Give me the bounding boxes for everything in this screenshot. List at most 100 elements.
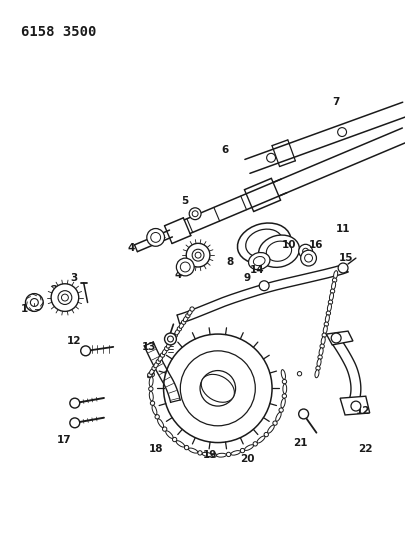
Ellipse shape — [202, 453, 212, 456]
Circle shape — [182, 320, 186, 325]
Circle shape — [58, 290, 72, 304]
Circle shape — [180, 351, 255, 426]
Text: 6: 6 — [221, 144, 228, 155]
Circle shape — [192, 249, 204, 261]
Text: 20: 20 — [240, 454, 255, 464]
Circle shape — [264, 432, 268, 437]
Ellipse shape — [171, 336, 175, 342]
Circle shape — [331, 333, 341, 343]
Ellipse shape — [281, 398, 285, 408]
Circle shape — [326, 311, 330, 316]
Circle shape — [155, 415, 160, 419]
Ellipse shape — [317, 359, 321, 367]
Circle shape — [322, 333, 326, 337]
Text: 13: 13 — [142, 342, 156, 352]
Circle shape — [192, 211, 198, 217]
Polygon shape — [340, 396, 370, 415]
Text: 21: 21 — [293, 438, 308, 448]
Text: 15: 15 — [339, 253, 353, 263]
Circle shape — [162, 427, 167, 431]
Ellipse shape — [321, 337, 325, 345]
Text: 18: 18 — [149, 445, 163, 455]
Text: 1: 1 — [21, 304, 28, 314]
Circle shape — [279, 408, 283, 412]
Text: 12: 12 — [355, 406, 370, 416]
Ellipse shape — [281, 369, 286, 379]
Circle shape — [25, 294, 43, 311]
Circle shape — [31, 298, 38, 306]
Circle shape — [333, 278, 337, 282]
Ellipse shape — [257, 436, 265, 443]
Circle shape — [226, 453, 231, 457]
Ellipse shape — [237, 223, 291, 264]
Ellipse shape — [188, 310, 192, 315]
Circle shape — [328, 300, 333, 304]
Circle shape — [338, 263, 348, 273]
Ellipse shape — [334, 271, 338, 279]
Circle shape — [299, 409, 308, 419]
Ellipse shape — [176, 441, 185, 447]
Circle shape — [303, 248, 308, 254]
Ellipse shape — [319, 348, 323, 356]
Ellipse shape — [266, 241, 292, 261]
Circle shape — [173, 333, 177, 337]
Ellipse shape — [323, 326, 327, 334]
Circle shape — [297, 372, 302, 376]
Ellipse shape — [148, 370, 154, 378]
Ellipse shape — [149, 391, 153, 401]
Circle shape — [305, 254, 313, 262]
Ellipse shape — [253, 256, 265, 265]
Ellipse shape — [327, 304, 331, 312]
Ellipse shape — [201, 374, 234, 402]
Ellipse shape — [268, 425, 274, 433]
Ellipse shape — [166, 342, 171, 348]
Circle shape — [164, 333, 176, 345]
Text: 2: 2 — [51, 285, 58, 295]
Circle shape — [149, 386, 153, 391]
Circle shape — [267, 154, 275, 162]
Circle shape — [147, 229, 164, 246]
Circle shape — [148, 373, 152, 377]
Text: 4: 4 — [127, 243, 135, 253]
Text: 16: 16 — [309, 240, 324, 251]
Circle shape — [156, 360, 160, 364]
Ellipse shape — [231, 450, 240, 455]
Circle shape — [62, 294, 69, 301]
Ellipse shape — [332, 281, 336, 290]
Text: 10: 10 — [282, 240, 296, 251]
Ellipse shape — [154, 362, 158, 368]
Circle shape — [150, 373, 155, 377]
Circle shape — [253, 442, 257, 446]
Ellipse shape — [162, 349, 167, 354]
Text: 7: 7 — [333, 97, 340, 107]
Ellipse shape — [150, 369, 154, 374]
Circle shape — [70, 418, 80, 428]
Text: 19: 19 — [203, 450, 217, 461]
Circle shape — [299, 244, 313, 258]
Circle shape — [151, 232, 161, 243]
Ellipse shape — [325, 314, 329, 322]
Circle shape — [198, 451, 202, 455]
Ellipse shape — [152, 406, 157, 415]
Ellipse shape — [330, 293, 333, 301]
Text: 17: 17 — [57, 434, 71, 445]
Circle shape — [320, 344, 324, 349]
Ellipse shape — [158, 356, 163, 361]
Circle shape — [212, 453, 216, 457]
Circle shape — [259, 281, 269, 290]
Circle shape — [186, 244, 210, 267]
Circle shape — [318, 355, 322, 359]
Ellipse shape — [157, 419, 164, 427]
Circle shape — [152, 366, 156, 370]
Text: 14: 14 — [250, 265, 264, 275]
Text: 22: 22 — [359, 445, 373, 455]
Text: 5: 5 — [182, 196, 189, 206]
Circle shape — [282, 379, 287, 384]
Text: 8: 8 — [226, 257, 233, 267]
Circle shape — [240, 448, 245, 453]
Circle shape — [169, 340, 173, 344]
Ellipse shape — [246, 229, 283, 257]
Circle shape — [338, 127, 346, 136]
Text: 11: 11 — [336, 223, 350, 233]
Circle shape — [168, 336, 173, 342]
